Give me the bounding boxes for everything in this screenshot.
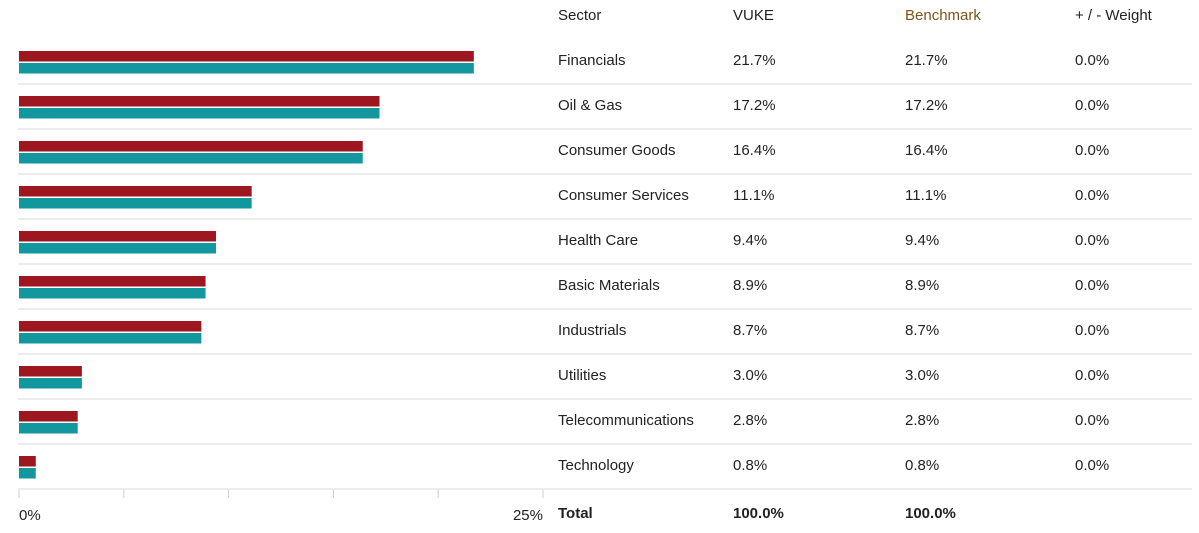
value-label: 0.8%	[905, 457, 939, 474]
bar	[19, 321, 202, 332]
bar	[19, 108, 380, 119]
value-label: 2.8%	[733, 412, 767, 429]
total-label: Total	[558, 505, 593, 522]
value-label: 16.4%	[905, 142, 948, 159]
bar	[19, 468, 36, 479]
value-label: 11.1%	[733, 187, 774, 204]
bar	[19, 366, 82, 377]
bar	[19, 63, 474, 74]
difference-value: 0.0%	[1075, 322, 1109, 339]
difference-value: 0.0%	[1075, 52, 1109, 69]
category-label: Industrials	[558, 322, 626, 339]
bar	[19, 51, 474, 62]
value-label: 17.2%	[733, 97, 776, 114]
value-label: 3.0%	[905, 367, 939, 384]
value-label: 8.7%	[905, 322, 939, 339]
x-tick-label: 0%	[19, 507, 41, 524]
bar	[19, 186, 252, 197]
x-tick-label: 25%	[513, 507, 543, 524]
difference-header: + / - Weight	[1075, 7, 1153, 24]
category-label: Consumer Goods	[558, 142, 676, 159]
bar	[19, 231, 217, 242]
value-label: 8.7%	[733, 322, 767, 339]
bar	[19, 141, 363, 152]
series-header: Benchmark	[905, 7, 981, 24]
difference-value: 0.0%	[1075, 232, 1109, 249]
value-label: 11.1%	[905, 187, 946, 204]
difference-value: 0.0%	[1075, 142, 1109, 159]
bar	[19, 288, 206, 299]
value-label: 17.2%	[905, 97, 948, 114]
bar	[19, 456, 36, 467]
category-label: Telecommunications	[558, 412, 694, 429]
total-value: 100.0%	[905, 505, 956, 522]
difference-value: 0.0%	[1075, 187, 1109, 204]
category-label: Oil & Gas	[558, 97, 622, 114]
total-value: 100.0%	[733, 505, 784, 522]
bar	[19, 411, 78, 422]
category-label: Utilities	[558, 367, 606, 384]
category-label: Financials	[558, 52, 626, 69]
value-label: 0.8%	[733, 457, 767, 474]
category-label: Technology	[558, 457, 634, 474]
value-label: 2.8%	[905, 412, 939, 429]
category-label: Consumer Services	[558, 187, 689, 204]
difference-value: 0.0%	[1075, 367, 1109, 384]
value-label: 8.9%	[733, 277, 767, 294]
difference-value: 0.0%	[1075, 457, 1109, 474]
bar	[19, 243, 217, 254]
bar	[19, 153, 363, 164]
value-label: 9.4%	[905, 232, 939, 249]
bar	[19, 198, 252, 209]
difference-value: 0.0%	[1075, 412, 1109, 429]
category-label: Health Care	[558, 232, 638, 249]
value-label: 21.7%	[905, 52, 948, 69]
value-label: 9.4%	[733, 232, 767, 249]
difference-value: 0.0%	[1075, 277, 1109, 294]
bar	[19, 96, 380, 107]
bar	[19, 333, 202, 344]
bar	[19, 378, 82, 389]
value-label: 16.4%	[733, 142, 776, 159]
value-label: 21.7%	[733, 52, 776, 69]
value-label: 3.0%	[733, 367, 767, 384]
sector-header: Sector	[558, 7, 601, 24]
bar	[19, 423, 78, 434]
value-label: 8.9%	[905, 277, 939, 294]
category-label: Basic Materials	[558, 277, 660, 294]
bar	[19, 276, 206, 287]
series-header: VUKE	[733, 7, 774, 24]
difference-value: 0.0%	[1075, 97, 1109, 114]
